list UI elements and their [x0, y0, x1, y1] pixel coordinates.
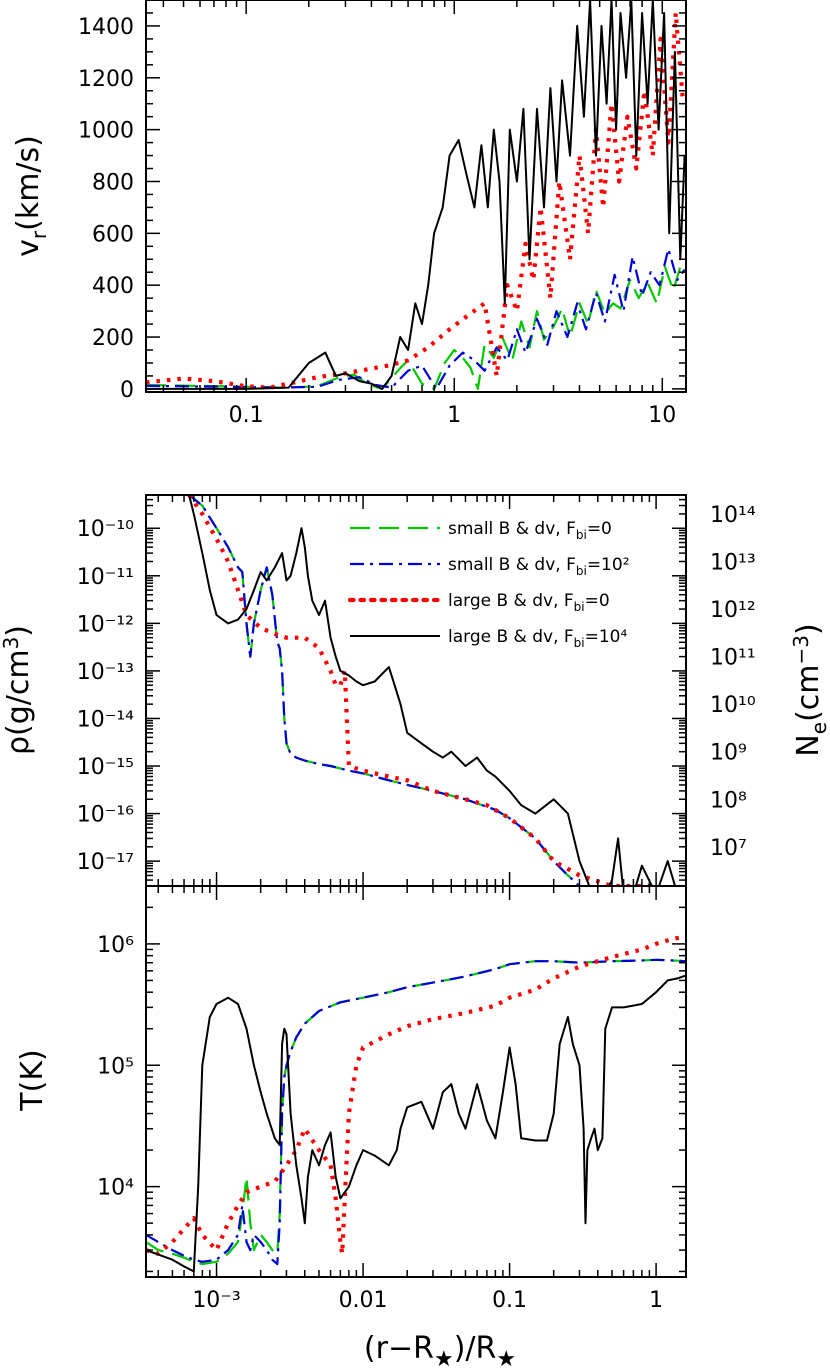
y-tick-label: 10⁻¹¹: [77, 565, 134, 590]
legend: small B & dv, Fbi=0 small B & dv, Fbi=10²…: [347, 519, 630, 650]
series-line-s1: [146, 958, 686, 1266]
y-tick-label: 10⁻¹⁶: [77, 803, 134, 828]
density-ticks: 10⁻¹⁰ 10⁻¹¹ 10⁻¹² 10⁻¹³ 10⁻¹⁴ 10⁻¹⁵ 10⁻¹⁶ 10⁻¹⁷…: [77, 494, 756, 887]
series-line-s2: [188, 495, 581, 886]
temperature-ylabel: T(K): [15, 1049, 50, 1111]
y-tick-label: 400: [92, 274, 134, 299]
series-line-s3: [187, 495, 657, 886]
y-tick-label: 10⁻¹²: [77, 612, 134, 637]
series-line-s4: [146, 0, 686, 390]
y-tick-label: 1400: [78, 15, 134, 40]
y-right-tick-label: 10¹⁴: [710, 503, 756, 528]
series-line-s3: [146, 10, 686, 390]
velocity-plot-frame: [145, 0, 687, 393]
legend-label-s3: large B & dv, Fbi=0: [448, 591, 610, 614]
y-right-tick-label: 10¹²: [710, 598, 756, 623]
temperature-plot-frame: [145, 885, 687, 1278]
density-plot-frame: [145, 494, 687, 887]
series-line-s2: [146, 958, 686, 1266]
series-line-s4: [188, 495, 677, 886]
temperature-series-lines: [146, 934, 686, 1273]
y-tick-label: 10⁻¹⁷: [77, 850, 134, 875]
y-tick-label: 10⁻¹⁰: [77, 517, 134, 542]
y-right-tick-label: 10¹⁰: [710, 693, 756, 718]
legend-label-s4: large B & dv, Fbi=10⁴: [448, 627, 627, 650]
velocity-ylabel: vr(km/s): [11, 135, 51, 257]
series-line-s1: [146, 258, 684, 390]
y-right-tick-label: 10⁹: [710, 741, 747, 766]
y-tick-label: 0: [120, 378, 134, 403]
y-tick-label: 10⁴: [97, 1176, 134, 1201]
y-tick-label: 800: [92, 170, 134, 195]
y-tick-label: 10⁻¹³: [77, 660, 134, 685]
y-tick-label: 1000: [78, 119, 134, 144]
x-tick-label: 1: [447, 403, 461, 428]
velocity-ticks: 0.1 1 10 0 200 400 600 800 1000 1200 1400: [78, 0, 686, 428]
x-tick-label: 10: [648, 403, 676, 428]
velocity-panel: 0.1 1 10 0 200 400 600 800 1000 1200 1400 vr(km/s): [11, 0, 687, 428]
y-tick-label: 10⁻¹⁵: [77, 755, 134, 780]
density-series-lines: [187, 495, 677, 886]
series-line-s3: [146, 934, 686, 1256]
y-right-tick-label: 10¹³: [710, 550, 756, 575]
series-line-s4: [146, 974, 686, 1273]
x-tick-label: 0.01: [339, 1288, 388, 1313]
velocity-series-lines: [146, 0, 686, 390]
x-tick-label: 0.1: [492, 1288, 527, 1313]
y-tick-label: 200: [92, 326, 134, 351]
density-panel: 10⁻¹⁰ 10⁻¹¹ 10⁻¹² 10⁻¹³ 10⁻¹⁴ 10⁻¹⁵ 10⁻¹⁶ 10⁻¹⁷…: [0, 494, 830, 887]
y-tick-label: 10⁶: [97, 933, 134, 958]
y-tick-label: 1200: [78, 67, 134, 92]
y-tick-label: 10⁵: [97, 1054, 134, 1079]
legend-label-s1: small B & dv, Fbi=0: [448, 519, 612, 542]
y-right-tick-label: 10⁸: [710, 788, 747, 813]
temperature-ticks: 10⁻³ 0.01 0.1 1 10⁴ 10⁵ 10⁶: [97, 885, 686, 1313]
temperature-panel: 10⁻³ 0.01 0.1 1 10⁴ 10⁵ 10⁶ T(K) (r−R★)/R★: [15, 885, 687, 1371]
density-ylabel: ρ(g/cm3): [0, 625, 36, 755]
series-line-s2: [146, 247, 686, 390]
x-tick-label: 0.1: [229, 403, 264, 428]
temperature-xlabel: (r−R★)/R★: [364, 1331, 516, 1371]
y-tick-label: 10⁻¹⁴: [77, 707, 134, 732]
density-ylabel-right: Ne(cm−3): [789, 623, 830, 756]
x-tick-label: 1: [649, 1288, 663, 1313]
y-tick-label: 600: [92, 222, 134, 247]
y-right-tick-label: 10¹¹: [710, 646, 756, 671]
y-right-tick-label: 10⁷: [710, 836, 747, 861]
x-tick-label: 10⁻³: [192, 1288, 240, 1313]
legend-label-s2: small B & dv, Fbi=10²: [448, 555, 630, 578]
